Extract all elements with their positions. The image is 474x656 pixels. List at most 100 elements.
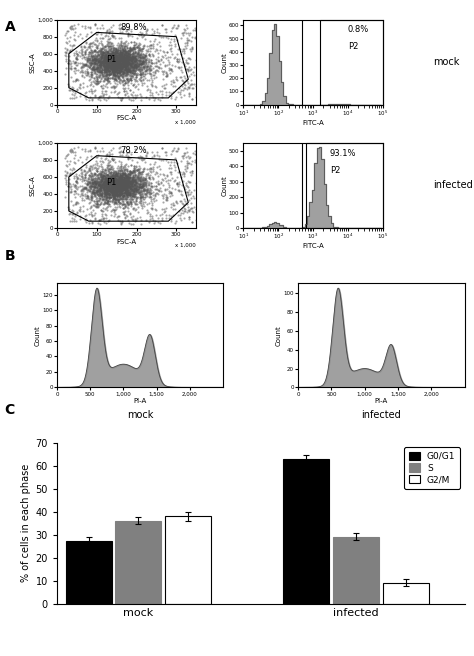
Point [63, 43, 71, 54]
Bar [333, 537, 379, 604]
Point [112, 189, 119, 199]
Point [139, 172, 146, 182]
Point [137, 215, 145, 225]
Point [118, 178, 126, 188]
Point [124, 176, 131, 186]
Point [98, 43, 106, 53]
Point [109, 204, 117, 215]
Point [128, 182, 136, 193]
Point [112, 59, 119, 70]
Point [120, 183, 128, 194]
Point [183, 161, 191, 172]
Point [134, 173, 142, 183]
Point [93, 66, 101, 76]
Point [116, 150, 124, 160]
Point [109, 69, 117, 79]
Point [115, 59, 123, 70]
Point [114, 212, 121, 222]
Point [101, 164, 109, 174]
Point [102, 60, 110, 71]
Point [130, 60, 138, 71]
Point [129, 195, 137, 206]
Point [82, 160, 90, 171]
Point [101, 63, 109, 73]
Point [113, 62, 120, 72]
Point [117, 63, 124, 73]
Point [122, 62, 129, 72]
Point [119, 72, 127, 83]
Point [103, 73, 111, 83]
Point [154, 55, 162, 66]
Point [141, 73, 149, 84]
Point [102, 64, 110, 74]
Point [93, 197, 100, 208]
Point [121, 68, 129, 78]
Point [111, 193, 119, 203]
Point [112, 75, 120, 85]
Point [105, 53, 113, 64]
Point [109, 39, 117, 50]
Point [103, 202, 110, 213]
Point [114, 187, 122, 197]
Point [137, 29, 145, 39]
Point [147, 194, 155, 205]
Point [120, 60, 128, 70]
Point [93, 174, 101, 185]
Point [72, 23, 79, 33]
Point [84, 184, 91, 194]
Point [127, 62, 134, 73]
Point [129, 47, 137, 57]
Point [174, 57, 182, 68]
Point [118, 189, 126, 199]
Point [118, 184, 125, 194]
Point [105, 54, 113, 65]
Point [104, 65, 112, 75]
Point [71, 58, 78, 68]
Point [147, 58, 155, 68]
Point [101, 180, 109, 191]
Point [107, 196, 114, 207]
Point [148, 181, 156, 192]
Point [131, 175, 139, 186]
Point [118, 54, 126, 65]
Point [118, 186, 126, 196]
Point [111, 73, 118, 83]
Point [108, 52, 115, 62]
Point [131, 169, 138, 180]
Point [116, 182, 123, 192]
Point [98, 183, 105, 194]
Point [111, 58, 119, 68]
Point [153, 58, 160, 68]
Point [141, 184, 148, 195]
Point [130, 176, 138, 186]
Point [114, 61, 122, 72]
Point [110, 195, 118, 205]
Point [91, 185, 99, 195]
Point [138, 43, 146, 54]
Point [133, 52, 141, 63]
Point [130, 62, 138, 73]
Point [106, 66, 113, 76]
Point [91, 190, 99, 200]
Point [109, 180, 117, 191]
Point [91, 198, 99, 209]
Point [131, 184, 138, 195]
Point [133, 193, 140, 203]
Point [112, 180, 119, 190]
Point [132, 47, 140, 57]
Point [97, 47, 105, 57]
Point [119, 184, 127, 195]
Point [177, 65, 184, 75]
Point [179, 167, 186, 177]
Point [135, 165, 142, 176]
Point [126, 45, 134, 56]
Point [137, 167, 144, 177]
Point [132, 177, 139, 188]
Point [90, 169, 98, 180]
Point [174, 62, 182, 72]
Point [128, 194, 136, 204]
Point [118, 174, 126, 185]
Point [71, 35, 79, 45]
Point [129, 52, 137, 62]
Point [118, 44, 126, 54]
